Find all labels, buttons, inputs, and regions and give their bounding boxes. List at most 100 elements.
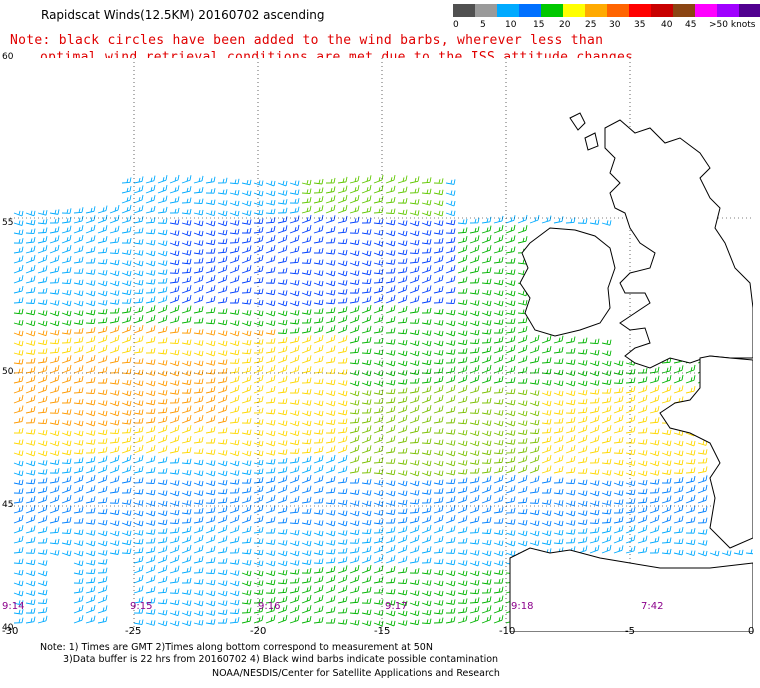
- wind-barb: [565, 425, 576, 434]
- wind-barb: [337, 238, 348, 245]
- wind-barb: [337, 607, 348, 614]
- wind-barb: [73, 290, 84, 297]
- wind-barb: [301, 485, 312, 494]
- wind-barb: [61, 386, 72, 394]
- wind-barb: [193, 567, 204, 574]
- wind-barb: [517, 464, 528, 474]
- wind-barb: [229, 264, 240, 274]
- wind-barb: [169, 424, 180, 434]
- wind-barb: [229, 599, 240, 606]
- wind-barb: [337, 324, 348, 334]
- wind-barb: [505, 235, 516, 244]
- wind-barb: [241, 330, 252, 337]
- wind-barb: [325, 566, 336, 574]
- wind-barb: [205, 295, 216, 304]
- wind-barb: [565, 399, 576, 406]
- wind-barb: [265, 605, 276, 614]
- wind-barb: [325, 325, 336, 334]
- wind-barb: [217, 590, 228, 597]
- wind-barb: [625, 515, 636, 524]
- wind-barb: [325, 487, 336, 494]
- wind-barb: [61, 255, 72, 264]
- wind-barb: [421, 405, 432, 414]
- wind-barb: [385, 588, 396, 595]
- wind-barb: [25, 429, 36, 435]
- wind-barb: [301, 508, 312, 514]
- wind-barb: [469, 244, 480, 254]
- wind-barb: [697, 495, 708, 504]
- wind-barb: [109, 236, 120, 244]
- wind-barb: [181, 396, 192, 404]
- wind-barb: [73, 279, 84, 286]
- wind-barb: [685, 476, 696, 484]
- wind-barb: [97, 559, 108, 565]
- wind-barb: [265, 364, 276, 374]
- wind-barb: [601, 526, 612, 534]
- wind-barb: [157, 269, 168, 275]
- wind-barb: [649, 384, 660, 394]
- wind-barb: [193, 395, 204, 404]
- wind-barb: [469, 385, 480, 394]
- wind-barb: [217, 609, 228, 616]
- wind-barb: [325, 177, 336, 184]
- wind-barb: [433, 330, 444, 337]
- wind-barb: [205, 600, 216, 607]
- wind-barb: [49, 476, 60, 484]
- wind-barb: [217, 296, 228, 304]
- wind-barb: [157, 445, 168, 454]
- wind-barb: [325, 618, 336, 624]
- wind-barb: [313, 214, 324, 224]
- wind-barb: [13, 255, 24, 264]
- wind-barb: [289, 345, 300, 354]
- wind-barb: [241, 560, 252, 566]
- wind-barb: [97, 280, 108, 287]
- wind-barb: [373, 435, 384, 444]
- wind-barb: [457, 589, 468, 596]
- wind-barb: [265, 397, 276, 404]
- wind-barb: [145, 555, 156, 564]
- wind-barb: [25, 469, 36, 476]
- wind-barb: [421, 480, 432, 486]
- wind-barb: [121, 390, 132, 397]
- wind-barb: [433, 237, 444, 244]
- wind-barb: [193, 369, 204, 376]
- wind-barb: [469, 440, 480, 447]
- wind-barb: [265, 539, 276, 545]
- wind-barb: [61, 245, 72, 254]
- wind-barb: [181, 470, 192, 476]
- wind-barb: [61, 528, 72, 534]
- wind-barb: [577, 479, 588, 486]
- wind-barb: [265, 244, 276, 254]
- wind-barb: [517, 236, 528, 244]
- wind-barb: [637, 427, 648, 434]
- wind-barb: [337, 315, 348, 324]
- wind-barb: [61, 516, 72, 524]
- wind-barb: [85, 300, 96, 307]
- wind-barb: [193, 425, 204, 434]
- wind-barb: [25, 219, 36, 226]
- wind-barb: [613, 490, 624, 496]
- iberia-coastline: [509, 547, 753, 632]
- wind-barb: [301, 576, 312, 584]
- wind-barb: [385, 276, 396, 284]
- wind-barb: [493, 327, 504, 334]
- wind-barb: [337, 260, 348, 267]
- wind-barb: [421, 340, 432, 347]
- wind-barb: [157, 587, 168, 594]
- wind-barb: [541, 335, 552, 344]
- wind-barb: [145, 260, 156, 267]
- wind-barb: [337, 176, 348, 184]
- wind-barb: [649, 479, 660, 485]
- wind-barb: [373, 260, 384, 266]
- wind-barb: [193, 525, 204, 534]
- wind-barb: [469, 419, 480, 426]
- wind-barb: [109, 549, 120, 555]
- wind-barb: [445, 366, 456, 374]
- wind-barb: [97, 400, 108, 407]
- wind-barb: [325, 419, 336, 425]
- wind-barb: [97, 300, 108, 306]
- wind-barb: [337, 270, 348, 277]
- wind-barb: [457, 385, 468, 394]
- wind-barb: [385, 316, 396, 324]
- wind-barb: [493, 354, 504, 364]
